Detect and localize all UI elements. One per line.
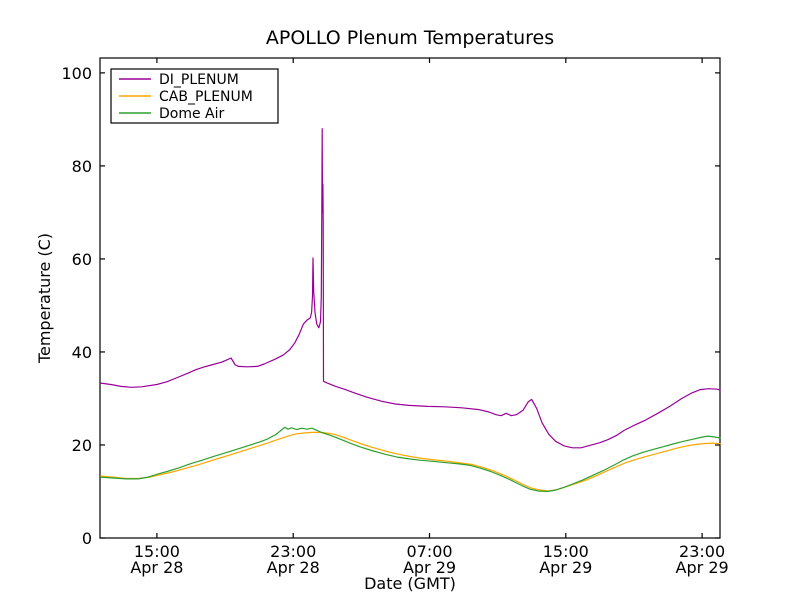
x-tick-labels: 15:00 Apr 28 23:00 Apr 28 07:00 Apr 29 15:00 Ap…: [130, 542, 728, 577]
legend-label: CAB_PLENUM: [159, 89, 253, 105]
series-line-Dome-Air: [100, 426, 721, 493]
chart-title: APOLLO Plenum Temperatures: [266, 27, 554, 49]
y-tick-label: 80: [72, 157, 92, 176]
y-tick-label: 60: [72, 250, 92, 269]
y-tick-label: 20: [72, 436, 92, 455]
series-line-DI_PLENUM: [100, 128, 721, 449]
x-tick-label: 07:00 Apr 29: [403, 542, 456, 577]
series-line-CAB_PLENUM: [100, 431, 721, 492]
y-tick-label: 40: [72, 343, 92, 362]
y-tick-labels: 0 20 40 60 80 100: [61, 64, 92, 548]
plot-area: [99, 57, 721, 539]
x-tick-label: 23:00 Apr 29: [676, 542, 729, 577]
legend-label: Dome Air: [159, 106, 225, 122]
x-axis-label: Date (GMT): [364, 574, 456, 593]
series-lines: [100, 128, 721, 493]
x-tick-label: 23:00 Apr 28: [267, 542, 320, 577]
legend-label: DI_PLENUM: [159, 72, 239, 88]
y-tick-label: 0: [82, 529, 92, 548]
x-tick-label: 15:00 Apr 28: [130, 542, 183, 577]
x-tick-label: 15:00 Apr 29: [539, 542, 592, 577]
y-axis-label: Temperature (C): [35, 233, 54, 364]
y-tick-label: 100: [61, 64, 92, 83]
axis-tick-marks: [100, 58, 720, 539]
